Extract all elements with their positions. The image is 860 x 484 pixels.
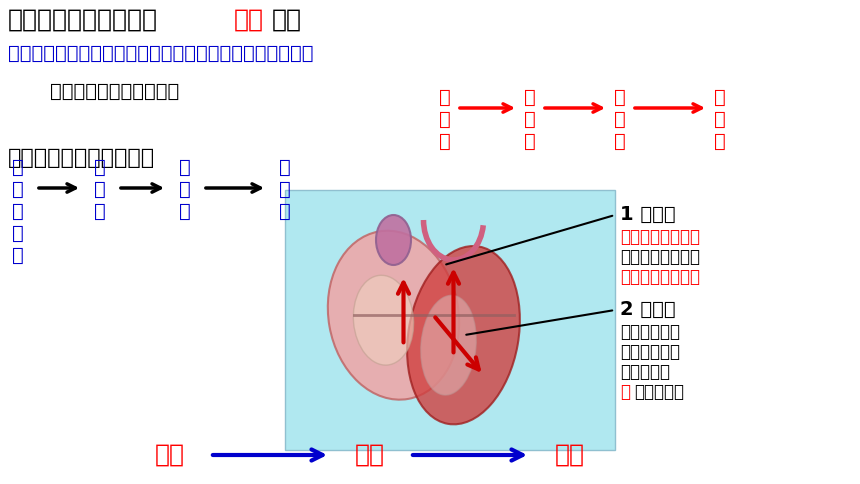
Text: 左
心
室: 左 心 室: [614, 88, 626, 151]
FancyBboxPatch shape: [285, 190, 615, 450]
Text: 肺
动
脉: 肺 动 脉: [280, 158, 291, 221]
Text: 肺
静
脉: 肺 静 脉: [439, 88, 451, 151]
Ellipse shape: [328, 231, 459, 400]
Text: 血液在心脏里的流向是: 血液在心脏里的流向是: [8, 8, 158, 32]
Text: 右
心
室: 右 心 室: [179, 158, 191, 221]
Text: 从心室流向动脉。: 从心室流向动脉。: [620, 268, 700, 286]
Text: 心房: 心房: [155, 443, 185, 467]
Text: 上
下
腔
静
脉: 上 下 腔 静 脉: [12, 158, 24, 265]
Text: 一定: 一定: [234, 8, 264, 32]
Ellipse shape: [353, 275, 414, 365]
Text: 心室开，保证: 心室开，保证: [620, 343, 680, 361]
Text: 动脉瓣，朝向动脉: 动脉瓣，朝向动脉: [620, 228, 700, 246]
Text: 2 房室瓣: 2 房室瓣: [620, 300, 676, 319]
Text: 心房与心室之间、心室与动脉之间有什么结构？什么作用？: 心房与心室之间、心室与动脉之间有什么结构？什么作用？: [8, 44, 314, 63]
Text: 的。: 的。: [272, 8, 302, 32]
Text: 动脉: 动脉: [555, 443, 585, 467]
Text: 心: 心: [620, 383, 630, 401]
Text: 心脏右侧的血流方向是：: 心脏右侧的血流方向是：: [8, 148, 155, 168]
Text: 血液只能从: 血液只能从: [620, 363, 670, 381]
Text: 房流向心室: 房流向心室: [634, 383, 684, 401]
Text: 右
心
房: 右 心 房: [94, 158, 106, 221]
Ellipse shape: [407, 246, 520, 424]
Ellipse shape: [376, 215, 411, 265]
Text: 房室瓣，朝向: 房室瓣，朝向: [620, 323, 680, 341]
Text: 心室: 心室: [355, 443, 385, 467]
Text: 1 动脉瓣: 1 动脉瓣: [620, 205, 676, 224]
Text: 开，保证血液只能: 开，保证血液只能: [620, 248, 700, 266]
Text: 主
动
脉: 主 动 脉: [714, 88, 726, 151]
Text: 左
心
房: 左 心 房: [524, 88, 536, 151]
Text: 心脏左侧的血流方向是：: 心脏左侧的血流方向是：: [50, 82, 179, 101]
Ellipse shape: [421, 295, 476, 395]
